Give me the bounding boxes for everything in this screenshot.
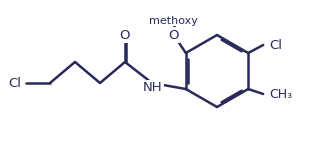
Text: CH₃: CH₃: [269, 87, 292, 101]
Text: O: O: [169, 29, 179, 41]
Text: Cl: Cl: [8, 77, 21, 89]
Text: Cl: Cl: [269, 38, 282, 52]
Text: methoxy: methoxy: [150, 15, 198, 26]
Text: NH: NH: [143, 81, 163, 94]
Text: O: O: [120, 29, 130, 42]
